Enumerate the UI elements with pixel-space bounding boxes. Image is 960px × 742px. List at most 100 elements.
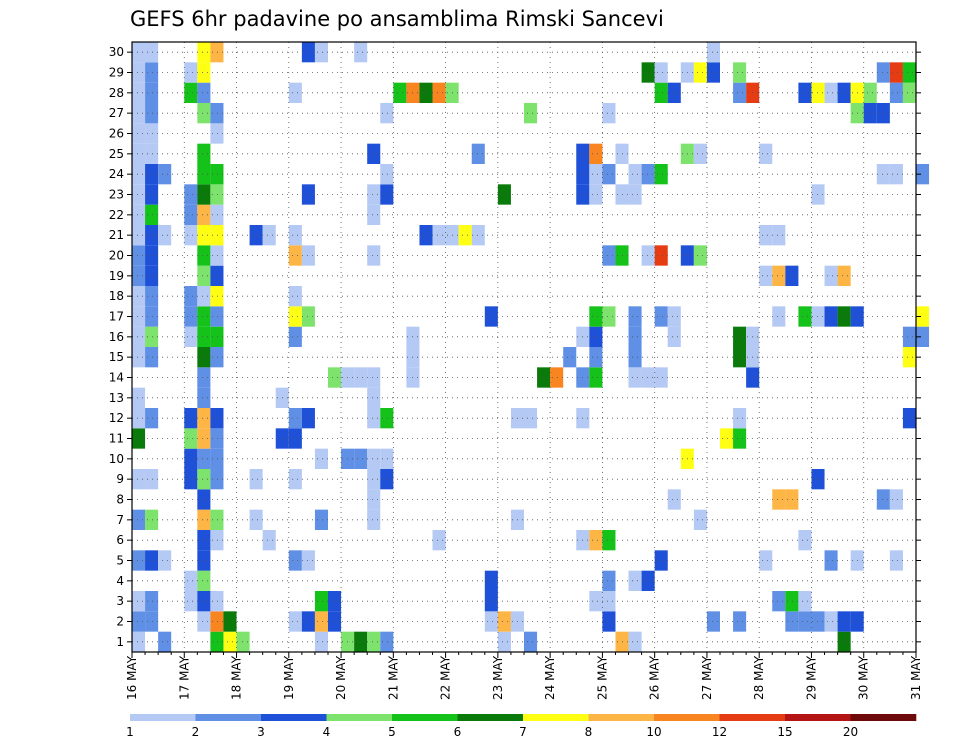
heatmap-cell [798, 82, 812, 103]
heatmap-cell [210, 611, 224, 632]
heatmap-cell [759, 143, 773, 164]
heatmap-cell [210, 245, 224, 266]
colorbar-swatch [588, 714, 655, 721]
heatmap-cell [132, 306, 146, 327]
heatmap-cell [628, 326, 642, 347]
heatmap-cell [249, 509, 263, 530]
heatmap-cell [132, 550, 146, 571]
heatmap-cell [184, 225, 198, 246]
heatmap-cell [785, 611, 799, 632]
heatmap-cell [145, 509, 159, 530]
heatmap-cell [197, 286, 211, 307]
heatmap-cell [210, 448, 224, 469]
heatmap-cell [158, 631, 172, 652]
colorbar-swatch [326, 714, 393, 721]
heatmap-cell [824, 306, 838, 327]
heatmap-cell [197, 143, 211, 164]
heatmap-cell [733, 347, 747, 368]
heatmap-cell [837, 82, 851, 103]
chart-title: GEFS 6hr padavine po ansamblima Rimski S… [130, 7, 664, 31]
heatmap-cell [785, 489, 799, 510]
heatmap-cell [197, 42, 211, 63]
heatmap-cell [145, 265, 159, 286]
heatmap-cell [197, 448, 211, 469]
heatmap-cell [824, 550, 838, 571]
heatmap-cell [184, 204, 198, 225]
heatmap-cell [132, 408, 146, 429]
heatmap-cell [889, 164, 903, 185]
heatmap-cell [184, 184, 198, 205]
heatmap-cell [693, 62, 707, 83]
heatmap-cell [184, 448, 198, 469]
y-tick-label: 4 [116, 574, 124, 588]
heatmap-cell [720, 428, 734, 449]
heatmap-cell [654, 245, 668, 266]
heatmap-cell [210, 164, 224, 185]
heatmap-cell [288, 225, 302, 246]
heatmap-cell [158, 225, 172, 246]
heatmap-cell [132, 164, 146, 185]
y-tick-label: 15 [109, 350, 124, 364]
heatmap-cell [132, 225, 146, 246]
heatmap-cell [824, 265, 838, 286]
heatmap-cell [145, 611, 159, 632]
heatmap-cell [641, 245, 655, 266]
heatmap-cell [328, 367, 342, 388]
heatmap-cell [132, 245, 146, 266]
heatmap-cell [367, 509, 381, 530]
x-tick-label: 22 MAY [439, 655, 453, 700]
heatmap-cell [589, 347, 603, 368]
heatmap-cell [354, 448, 368, 469]
heatmap-cell [602, 103, 616, 124]
colorbar-swatch [195, 714, 262, 721]
y-tick-label: 29 [109, 66, 124, 80]
heatmap-cell [301, 42, 315, 63]
heatmap-cell [589, 143, 603, 164]
heatmap-cell [288, 611, 302, 632]
heatmap-cell [301, 306, 315, 327]
heatmap-cell [197, 408, 211, 429]
y-tick-label: 11 [109, 432, 124, 446]
heatmap-cell [458, 225, 472, 246]
y-tick-label: 22 [109, 208, 124, 222]
heatmap-cell [197, 347, 211, 368]
colorbar-label: 5 [388, 725, 396, 739]
heatmap-cell [693, 509, 707, 530]
heatmap-cell [706, 42, 720, 63]
gridlines [131, 42, 917, 652]
heatmap-cell [145, 408, 159, 429]
heatmap-cell [693, 245, 707, 266]
heatmap-cell [654, 82, 668, 103]
heatmap-cell [197, 204, 211, 225]
heatmap-cell [210, 42, 224, 63]
heatmap-cell [863, 103, 877, 124]
heatmap-cell [197, 225, 211, 246]
heatmap-cell [380, 103, 394, 124]
heatmap-cell [772, 489, 786, 510]
heatmap-cell [210, 509, 224, 530]
colorbar-label: 12 [712, 725, 727, 739]
heatmap-cell [798, 306, 812, 327]
heatmap-cell [654, 62, 668, 83]
heatmap-cell [628, 367, 642, 388]
heatmap-cell [550, 367, 564, 388]
heatmap-cell [314, 631, 328, 652]
heatmap-cell [197, 489, 211, 510]
heatmap-cell [706, 611, 720, 632]
heatmap-cell [210, 591, 224, 612]
y-tick-label: 21 [109, 228, 124, 242]
heatmap-cell [667, 306, 681, 327]
heatmap-cell [288, 469, 302, 490]
heatmap-cell [132, 387, 146, 408]
x-tick-label: 20 MAY [334, 655, 348, 700]
heatmap-cell [184, 326, 198, 347]
heatmap-cell [288, 428, 302, 449]
heatmap-cell [589, 164, 603, 185]
heatmap-cell [798, 530, 812, 551]
y-tick-label: 20 [109, 249, 124, 263]
heatmap-cell [484, 306, 498, 327]
heatmap-cell [772, 265, 786, 286]
heatmap-cell [210, 631, 224, 652]
y-tick-label: 8 [116, 493, 124, 507]
heatmap-cell [484, 570, 498, 591]
